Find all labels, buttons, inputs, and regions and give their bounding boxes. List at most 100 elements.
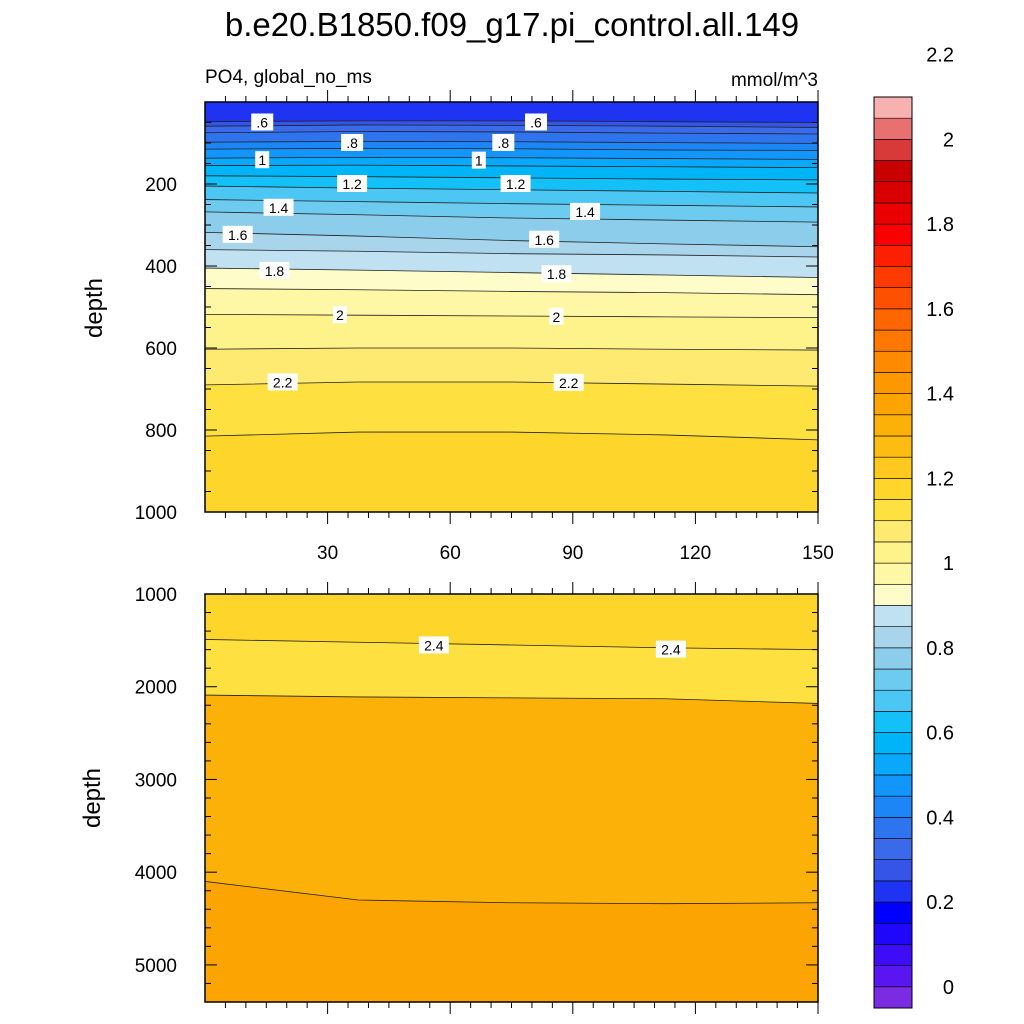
contour-line [205, 120, 818, 123]
contour-line [205, 131, 818, 135]
contour-label-box [222, 225, 253, 243]
contour-label-box [655, 640, 686, 658]
colorbar-tick-label: 1.6 [926, 299, 954, 321]
colorbar-swatch [873, 901, 913, 924]
colorbar-swatch [873, 626, 913, 649]
contour-label-box [251, 113, 274, 131]
contour-line [205, 347, 818, 351]
x-tick-label: 90 [562, 543, 583, 564]
x-tick-label: 30 [317, 543, 338, 564]
colorbar-swatch [873, 287, 913, 310]
units-label: mmol/m^3 [731, 70, 818, 91]
left-string: PO4, global_no_ms [205, 67, 372, 88]
contour-label: 2 [553, 309, 561, 325]
contour-band [205, 881, 818, 1002]
contour-label-box [471, 151, 486, 169]
x-tick-label: 150 [802, 543, 834, 564]
colorbar-tick-label: 1.8 [926, 214, 954, 236]
colorbar-swatch [873, 478, 913, 500]
contour-label-box [332, 306, 347, 324]
contour-label: 1.2 [342, 176, 362, 192]
colorbar-swatch [873, 774, 913, 797]
lower-depth-panel: 2.4 2.4 1000 2000 3000 4000 5000 [135, 582, 819, 1014]
contour-label: 1 [475, 153, 483, 169]
colorbar: 00.20.40.60.811.21.41.61.822.22.42.62.83… [873, 45, 954, 1009]
colorbar-swatch [873, 202, 913, 225]
colorbar-swatch [873, 583, 913, 606]
contour-label: 1.2 [506, 176, 526, 192]
contour-label-box [267, 373, 298, 391]
contour-label: 1.6 [228, 227, 248, 243]
contour-label-box [525, 113, 548, 131]
colorbar-swatch [873, 668, 913, 691]
y-tick-label: 800 [145, 421, 177, 442]
y-tick-label: 600 [145, 339, 177, 360]
y-tick-label: 200 [145, 175, 177, 196]
y-tick-label: 3000 [135, 770, 177, 791]
colorbar-swatch [873, 605, 913, 627]
contour-label-box [341, 134, 364, 151]
colorbar-tick-label: 0.8 [926, 638, 954, 660]
lower-y-axis-label: depth [79, 768, 106, 828]
x-tick-label: 120 [680, 543, 712, 564]
colorbar-swatch [873, 435, 913, 458]
colorbar-tick-label: 0.6 [926, 723, 954, 745]
colorbar-swatch [873, 944, 913, 966]
contour-label-box [255, 151, 270, 169]
contour-label-box [549, 307, 564, 325]
contour-label-box [541, 265, 572, 283]
contour-label-box [529, 230, 560, 248]
x-tick-label: 60 [440, 543, 461, 564]
colorbar-tick-label: 2 [943, 129, 954, 151]
colorbar-swatch [873, 689, 913, 712]
y-tick-label: 400 [145, 257, 177, 278]
contour-label: 2.2 [559, 375, 579, 391]
contour-label: 1.8 [265, 263, 285, 279]
contour-label-box [263, 198, 294, 216]
chart-title: b.e20.B1850.f09_g17.pi_control.all.149 [225, 6, 799, 43]
y-tick-label: 1000 [135, 503, 177, 524]
contour-label: .8 [497, 135, 509, 151]
colorbar-swatch [873, 393, 913, 416]
contour-line [205, 124, 818, 128]
colorbar-tick-label: 0.2 [926, 892, 954, 914]
contour-label: 1 [258, 152, 266, 168]
contour-band [205, 102, 818, 123]
contour-label: 2.4 [661, 642, 681, 658]
colorbar-swatch [873, 647, 913, 670]
colorbar-swatch [873, 372, 913, 394]
contour-line [205, 288, 818, 296]
colorbar-swatch [873, 795, 913, 818]
contour-label: .6 [256, 115, 268, 131]
colorbar-tick-label: 1.4 [926, 384, 954, 406]
contour-label-box [418, 636, 449, 654]
colorbar-swatch [873, 732, 913, 755]
y-tick-label: 2000 [135, 678, 177, 699]
contour-line [205, 164, 818, 168]
contour-line [205, 639, 818, 651]
colorbar-swatch [873, 96, 913, 119]
contour-label: 1.6 [534, 232, 554, 248]
contour-line [205, 313, 818, 319]
colorbar-swatch [873, 266, 913, 288]
colorbar-swatch [873, 541, 913, 564]
colorbar-swatch [873, 986, 913, 1009]
upper-depth-panel: .6 .6 .8 .8 1 1 1.2 1.2 1.4 1.4 1.6 1.6 1.8 1.8 2 2 2.2 2… [135, 90, 834, 564]
colorbar-swatch [873, 520, 913, 543]
contour-line [205, 211, 818, 223]
upper-y-axis-label: depth [81, 278, 108, 338]
colorbar-swatch [873, 753, 913, 776]
contour-label: 2.4 [424, 637, 444, 653]
colorbar-swatch [873, 160, 913, 183]
contour-label-box [500, 175, 531, 192]
contour-line [205, 694, 818, 704]
contour-line [205, 381, 818, 387]
colorbar-tick-label: 1 [943, 553, 954, 575]
colorbar-swatch [873, 223, 913, 246]
contour-band [205, 594, 818, 650]
contour-line [205, 199, 818, 208]
colorbar-swatch [873, 181, 913, 204]
contour-line [205, 431, 818, 441]
contour-line [205, 156, 818, 160]
colorbar-frame [873, 96, 913, 1009]
